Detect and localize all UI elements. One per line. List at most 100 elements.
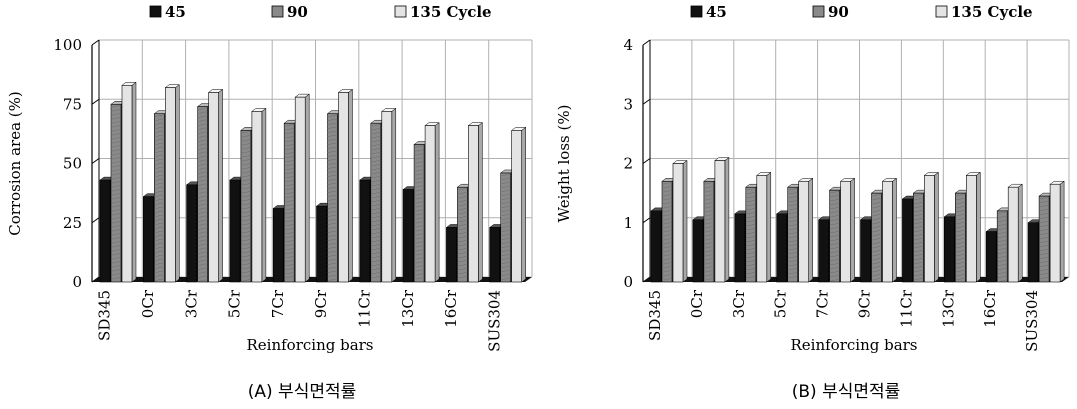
chart-b-bar-hatch — [829, 214, 840, 218]
chart-b-legend-label: 90 — [828, 3, 849, 21]
chart-a-bar-90-SUS304 — [500, 172, 512, 283]
chart-a-bar-hatch — [110, 217, 122, 220]
chart-a-bar-hatch — [457, 207, 468, 211]
chart-b-bar-hatch — [955, 273, 966, 277]
chart-b-bar-hatch — [829, 246, 840, 250]
chart-a-bar-hatch — [110, 109, 122, 112]
chart-a-bar-hatch — [327, 142, 338, 145]
chart-a-bar-hatch — [500, 261, 511, 265]
chart-b-bar-hatch — [787, 223, 798, 227]
chart-b-bar-45-11Cr — [902, 198, 913, 283]
chart-a-bar-hatch — [500, 237, 511, 241]
chart-a-bar-90-0Cr — [154, 113, 165, 283]
chart-b-bar-hatch — [787, 247, 798, 251]
chart-a-bar-hatch — [240, 275, 251, 278]
chart-a-bar-hatch — [370, 215, 381, 219]
chart-b-bar-side — [766, 171, 772, 283]
chart-a-bar-hatch — [500, 189, 511, 193]
chart-a-bar-hatch — [197, 267, 208, 270]
chart-b-bar-hatch — [745, 239, 756, 243]
chart-b-bar-hatch — [703, 238, 714, 241]
chart-a-bar-hatch — [154, 150, 165, 153]
chart-b-grid-depth — [642, 98, 651, 105]
chart-a-bar-hatch — [457, 271, 468, 275]
chart-a-bar-hatch — [110, 105, 122, 108]
chart-b-bar-hatch — [703, 266, 714, 269]
chart-b-bar-hatch — [955, 197, 966, 201]
chart-a-bar-hatch — [110, 273, 122, 276]
chart-b-bar-hatch — [955, 237, 966, 241]
chart-a-bar-hatch — [154, 206, 165, 209]
chart-b-bar-hatch — [997, 279, 1008, 283]
chart-a-bar-hatch — [197, 279, 208, 282]
chart-b-bar-hatch — [703, 262, 714, 265]
chart-b-bar-hatch — [871, 253, 882, 257]
chart-b-bar-hatch — [787, 271, 798, 275]
chart-b-bar-hatch — [997, 243, 1008, 247]
chart-a-bar-hatch — [110, 137, 122, 140]
chart-a-bar-hatch — [154, 138, 165, 141]
chart-a-bar-hatch — [284, 123, 295, 127]
chart-a-bar-hatch — [154, 194, 165, 197]
chart-b-bar-hatch — [745, 219, 756, 223]
chart-a-bar-hatch — [240, 131, 251, 134]
chart-a-bar-hatch — [500, 241, 511, 245]
chart-b-bar-hatch — [703, 258, 714, 261]
chart-a-bar-hatch — [197, 259, 208, 262]
chart-a-bar-hatch — [110, 221, 122, 224]
chart-a-bar-hatch — [197, 219, 208, 222]
chart-a-bar-hatch — [327, 194, 338, 197]
chart-a-bar-hatch — [370, 219, 381, 223]
chart-b-bar-hatch — [787, 239, 798, 243]
chart-b-bar-90-11Cr — [913, 192, 924, 283]
chart-a-bar-hatch — [110, 197, 122, 200]
chart-a-bar-hatch — [284, 239, 295, 243]
chart-a-bar-hatch — [414, 221, 425, 224]
chart-a-bar-hatch — [240, 139, 251, 142]
chart-b-bar-90-SD345 — [661, 180, 673, 283]
chart-a-y-axis-title: Corrosion area (%) — [6, 91, 24, 236]
chart-a-bar-hatch — [327, 226, 338, 229]
chart-a-bar-hatch — [414, 217, 425, 220]
chart-a-bar-hatch — [370, 207, 381, 211]
chart-a-bar-hatch — [414, 181, 425, 184]
chart-a-bar-hatch — [370, 195, 381, 199]
chart-a-bar-hatch — [284, 199, 295, 203]
chart-a-bar-hatch — [240, 159, 251, 162]
chart-a-bar-hatch — [327, 126, 338, 129]
chart-a-bar-hatch — [110, 269, 122, 272]
chart-b-bar-hatch — [871, 273, 882, 277]
chart-a-bar-hatch — [110, 201, 122, 204]
chart-a-bar-hatch — [414, 185, 425, 188]
chart-b-bar-hatch — [745, 227, 756, 231]
chart-b-bar-hatch — [1039, 200, 1050, 204]
chart-a-grid-depth — [91, 98, 100, 105]
chart-a-bar-hatch — [370, 139, 381, 143]
chart-a-bar-hatch — [197, 187, 208, 190]
chart-a-bar-hatch — [284, 171, 295, 175]
chart-a-bar-hatch — [240, 199, 251, 202]
chart-a-ytick-label: 0 — [72, 273, 82, 291]
chart-b-bar-90-16Cr — [996, 210, 1008, 283]
chart-b-bar-hatch — [1039, 228, 1050, 232]
chart-a-bar-hatch — [327, 170, 338, 173]
chart-b-bar-hatch — [661, 222, 673, 225]
chart-b-bar-hatch — [871, 261, 882, 265]
chart-a-bar-hatch — [457, 239, 468, 243]
chart-b-bar-hatch — [829, 242, 840, 246]
chart-b-bar-hatch — [661, 226, 673, 229]
chart-a-bar-hatch — [154, 202, 165, 205]
chart-a-bar-hatch — [154, 214, 165, 217]
chart-a-bar-hatch — [414, 237, 425, 240]
chart-a-bar-135-13Cr — [424, 125, 436, 283]
chart-a-bar-hatch — [500, 197, 511, 201]
chart-a-bar-135-11Cr — [381, 111, 393, 283]
chart-a-bar-hatch — [414, 173, 425, 176]
chart-a-bar-side — [521, 126, 526, 283]
chart-a-bar-90-13Cr — [413, 144, 425, 283]
chart-b-bar-90-5Cr — [787, 186, 798, 283]
chart-a-bar-hatch — [110, 265, 122, 268]
chart-a-bar-hatch — [110, 245, 122, 248]
chart-a-bar-hatch — [370, 259, 381, 263]
chart-a-bar-hatch — [370, 223, 381, 227]
